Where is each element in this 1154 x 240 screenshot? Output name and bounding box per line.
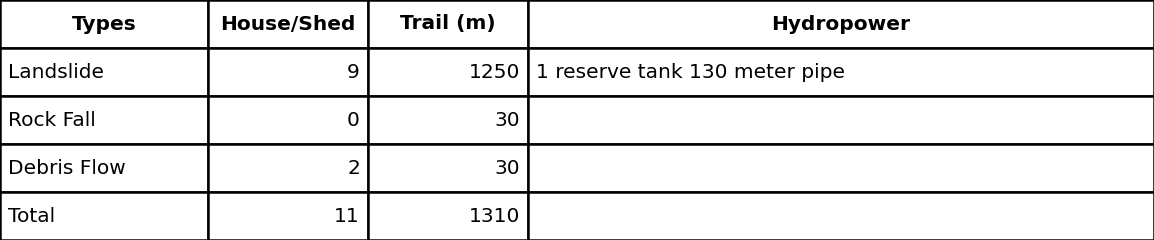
Bar bbox=[529, 192, 1154, 240]
Bar bbox=[529, 144, 1154, 192]
Text: Hydropower: Hydropower bbox=[772, 14, 911, 34]
Text: 0: 0 bbox=[347, 110, 360, 130]
Bar bbox=[208, 0, 368, 48]
Bar bbox=[368, 192, 529, 240]
Text: Total: Total bbox=[8, 206, 55, 226]
Text: 30: 30 bbox=[494, 110, 520, 130]
Bar bbox=[368, 48, 529, 96]
Bar bbox=[208, 96, 368, 144]
Bar bbox=[0, 144, 208, 192]
Text: 1 reserve tank 130 meter pipe: 1 reserve tank 130 meter pipe bbox=[535, 62, 845, 82]
Text: Debris Flow: Debris Flow bbox=[8, 158, 126, 178]
Bar bbox=[208, 144, 368, 192]
Text: 2: 2 bbox=[347, 158, 360, 178]
Text: Types: Types bbox=[72, 14, 136, 34]
Text: 30: 30 bbox=[494, 158, 520, 178]
Text: Landslide: Landslide bbox=[8, 62, 104, 82]
Text: 1250: 1250 bbox=[469, 62, 520, 82]
Bar bbox=[529, 0, 1154, 48]
Bar bbox=[368, 144, 529, 192]
Text: 11: 11 bbox=[335, 206, 360, 226]
Bar bbox=[208, 192, 368, 240]
Text: Trail (m): Trail (m) bbox=[400, 14, 496, 34]
Bar bbox=[208, 48, 368, 96]
Bar bbox=[529, 48, 1154, 96]
Text: House/Shed: House/Shed bbox=[220, 14, 355, 34]
Bar bbox=[529, 96, 1154, 144]
Text: 9: 9 bbox=[347, 62, 360, 82]
Bar bbox=[0, 96, 208, 144]
Bar bbox=[368, 0, 529, 48]
Bar bbox=[0, 0, 208, 48]
Bar bbox=[368, 96, 529, 144]
Text: 1310: 1310 bbox=[469, 206, 520, 226]
Text: Rock Fall: Rock Fall bbox=[8, 110, 96, 130]
Bar bbox=[0, 48, 208, 96]
Bar bbox=[0, 192, 208, 240]
